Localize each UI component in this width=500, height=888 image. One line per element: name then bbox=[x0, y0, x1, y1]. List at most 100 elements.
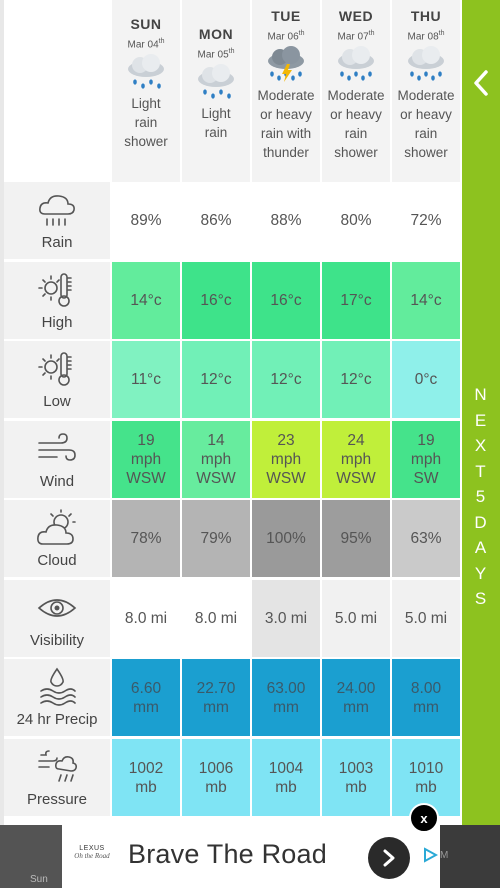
heavy-rain-cloud-icon bbox=[338, 46, 374, 81]
row-label: Low bbox=[4, 341, 110, 418]
brand-logo: LEXUS Oh the Road bbox=[70, 845, 114, 869]
chevron-right-icon bbox=[383, 849, 395, 867]
close-ad-button[interactable]: x bbox=[409, 803, 439, 833]
data-cell: 80% bbox=[322, 182, 390, 259]
day-header[interactable]: MON Mar 05th Light rain bbox=[182, 0, 250, 182]
header-blank bbox=[4, 0, 110, 182]
row-label: Visibility bbox=[4, 580, 110, 657]
day-description: Moderate or heavy rain shower bbox=[327, 88, 385, 161]
day-name: MON bbox=[198, 26, 234, 42]
day-date: Mar 07th bbox=[337, 30, 375, 43]
day-date: Mar 06th bbox=[267, 30, 305, 43]
data-cell: 11°c bbox=[112, 341, 180, 418]
data-cell: 79% bbox=[182, 500, 250, 577]
brand-logo-line2: Oh the Road bbox=[74, 852, 110, 860]
sun-thermometer-icon bbox=[38, 352, 72, 386]
eye-icon bbox=[37, 599, 77, 617]
data-cell: 14°c bbox=[392, 262, 460, 339]
day-description: Light rain bbox=[201, 106, 231, 141]
data-cell: 100% bbox=[252, 500, 320, 577]
ad-headline[interactable]: Brave The Road bbox=[128, 839, 327, 869]
data-cell: 63% bbox=[392, 500, 460, 577]
pressure-icon bbox=[38, 750, 77, 782]
data-cell: 1002 mb bbox=[112, 739, 180, 816]
ad-go-button[interactable] bbox=[368, 837, 410, 879]
data-cell: 8.0 mi bbox=[182, 580, 250, 657]
day-name: SUN bbox=[130, 16, 162, 32]
data-cell: 1004 mb bbox=[252, 739, 320, 816]
precip-waves-icon bbox=[40, 667, 76, 706]
data-cell: 14°c bbox=[112, 262, 180, 339]
sun-cloud-icon bbox=[37, 509, 76, 545]
data-cell: 12°c bbox=[182, 341, 250, 418]
data-cell: 24 mph WSW bbox=[322, 421, 390, 498]
data-cell: 5.0 mi bbox=[322, 580, 390, 657]
day-description: Moderate or heavy rain with thunder bbox=[257, 88, 315, 161]
chevron-left-icon[interactable] bbox=[470, 68, 492, 98]
row-label: 24 hr Precip bbox=[4, 659, 110, 736]
day-date: Mar 08th bbox=[407, 30, 445, 43]
data-cell: 22.70 mm bbox=[182, 659, 250, 736]
row-label-text: Low bbox=[43, 393, 71, 410]
data-cell: 72% bbox=[392, 182, 460, 259]
data-cell: 12°c bbox=[322, 341, 390, 418]
row-label-text: 24 hr Precip bbox=[16, 711, 98, 728]
day-description: Light rain shower bbox=[124, 96, 168, 150]
day-date: Mar 05th bbox=[197, 48, 235, 61]
data-cell: 86% bbox=[182, 182, 250, 259]
day-date: Mar 04th bbox=[127, 38, 165, 51]
day-description: Moderate or heavy rain shower bbox=[397, 88, 455, 161]
data-cell: 17°c bbox=[322, 262, 390, 339]
ad-edge-label: M bbox=[440, 850, 449, 861]
wind-icon bbox=[38, 433, 76, 461]
data-cell: 16°c bbox=[182, 262, 250, 339]
row-label-text: Cloud bbox=[37, 552, 77, 569]
data-cell: 19 mph SW bbox=[392, 421, 460, 498]
day-header[interactable]: TUE Mar 06th Moderate or heavy rain with thun… bbox=[252, 0, 320, 182]
row-label-text: High bbox=[41, 314, 73, 331]
data-cell: 14 mph WSW bbox=[182, 421, 250, 498]
data-cell: 88% bbox=[252, 182, 320, 259]
data-cell: 6.60 mm bbox=[112, 659, 180, 736]
data-cell: 3.0 mi bbox=[252, 580, 320, 657]
ad-partial-label: Sun bbox=[30, 874, 48, 885]
data-cell: 5.0 mi bbox=[392, 580, 460, 657]
day-name: WED bbox=[338, 8, 374, 24]
data-cell: 95% bbox=[322, 500, 390, 577]
sun-thermometer-icon bbox=[38, 273, 72, 307]
row-label-text: Visibility bbox=[30, 632, 84, 649]
row-label: Cloud bbox=[4, 500, 110, 577]
day-header[interactable]: WED Mar 07th Moderate or heavy rain shower bbox=[322, 0, 390, 182]
data-cell: 63.00 mm bbox=[252, 659, 320, 736]
light-rain-cloud-icon bbox=[128, 54, 164, 89]
data-cell: 23 mph WSW bbox=[252, 421, 320, 498]
row-label: Wind bbox=[4, 421, 110, 498]
data-cell: 8.00 mm bbox=[392, 659, 460, 736]
data-cell: 89% bbox=[112, 182, 180, 259]
day-name: THU bbox=[410, 8, 442, 24]
ad-left-strip bbox=[0, 825, 62, 888]
data-cell: 1003 mb bbox=[322, 739, 390, 816]
data-cell: 24.00 mm bbox=[322, 659, 390, 736]
data-cell: 16°c bbox=[252, 262, 320, 339]
left-edge bbox=[0, 0, 4, 888]
ad-banner[interactable]: LEXUS Oh the Road Brave The Road bbox=[62, 825, 440, 888]
day-header[interactable]: THU Mar 08th Moderate or heavy rain shower bbox=[392, 0, 460, 182]
adchoices-icon[interactable] bbox=[422, 847, 438, 863]
data-cell: 1006 mb bbox=[182, 739, 250, 816]
day-name: TUE bbox=[271, 8, 301, 24]
data-cell: 78% bbox=[112, 500, 180, 577]
row-label-text: Rain bbox=[41, 234, 73, 251]
row-label-text: Wind bbox=[39, 473, 75, 490]
day-header[interactable]: SUN Mar 04th Light rain shower bbox=[112, 0, 180, 182]
thunder-rain-cloud-icon bbox=[268, 46, 304, 83]
row-label-text: Pressure bbox=[26, 791, 88, 808]
data-cell: 0°c bbox=[392, 341, 460, 418]
light-rain-cloud-icon bbox=[198, 64, 234, 99]
data-cell: 12°c bbox=[252, 341, 320, 418]
data-cell: 8.0 mi bbox=[112, 580, 180, 657]
heavy-rain-cloud-icon bbox=[408, 46, 444, 81]
row-label: Rain bbox=[4, 182, 110, 259]
